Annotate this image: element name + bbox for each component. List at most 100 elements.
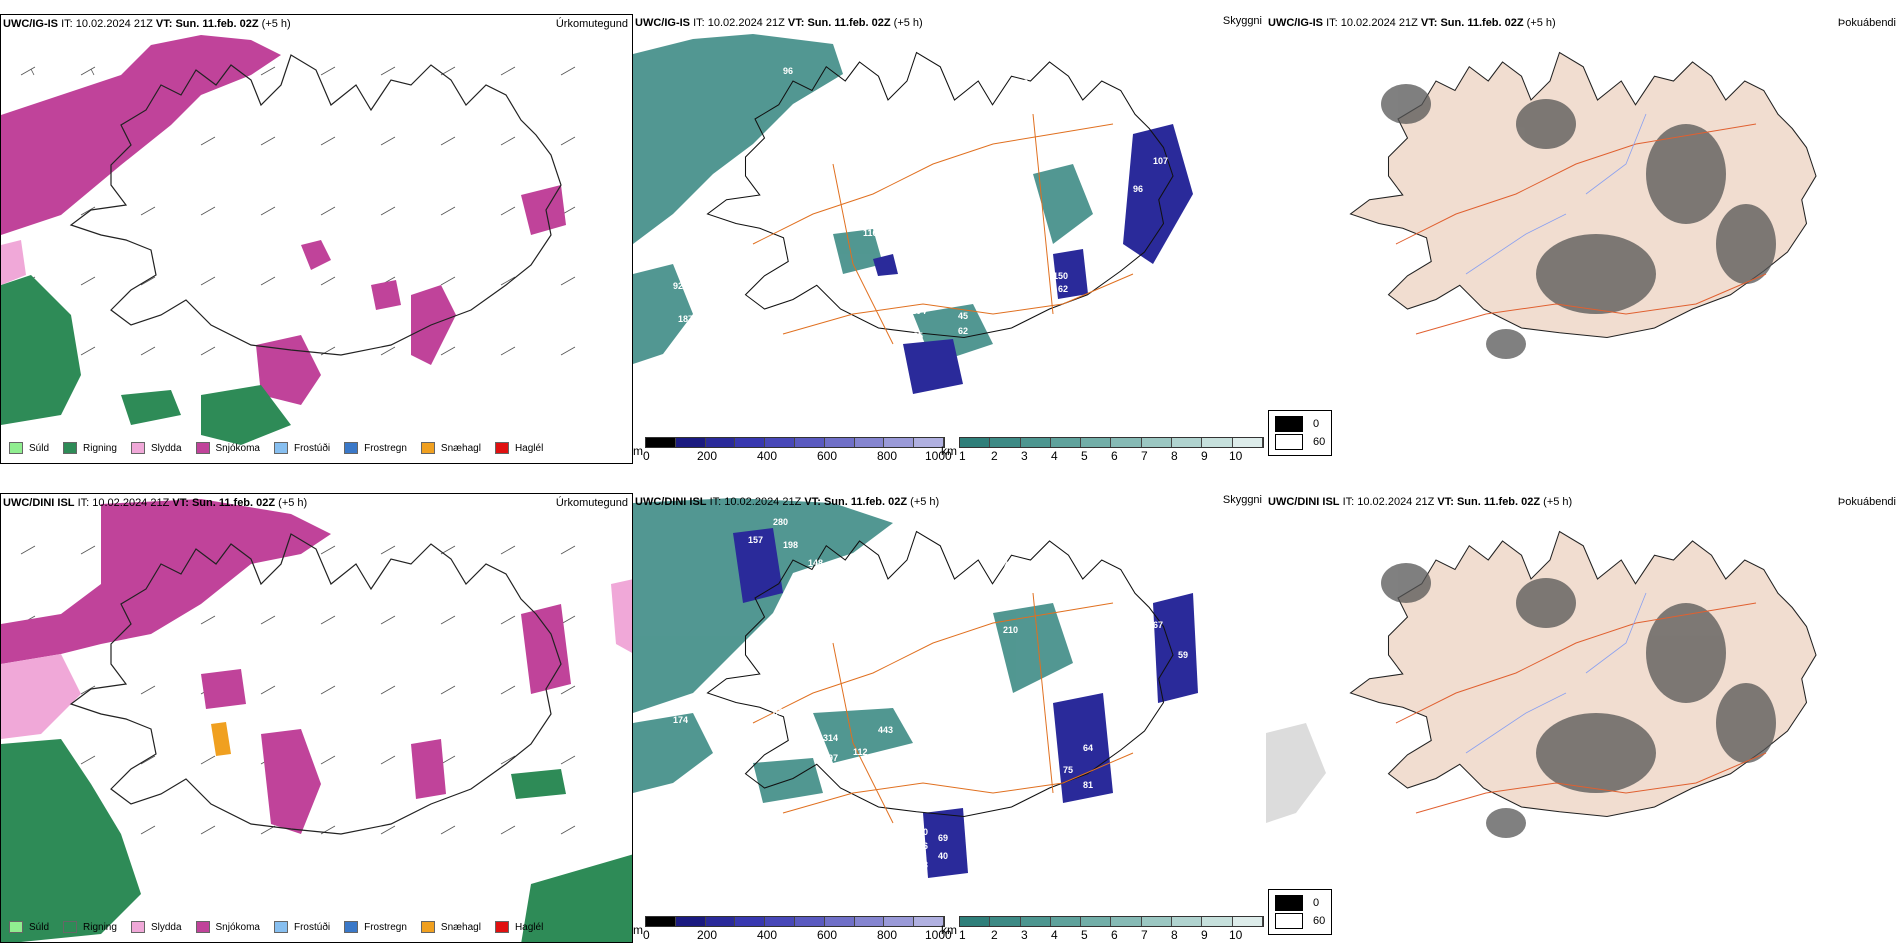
fog-areas (1381, 563, 1776, 838)
visibility-value-label: 96 (1133, 184, 1143, 194)
visibility-value-label: 64 (1083, 743, 1093, 753)
panel-header: UWC/IG-IS IT: 10.02.2024 21Z VT: Sun. 11… (3, 18, 291, 30)
km-tick: 8 (1171, 928, 1178, 942)
fog-legend: 0 60 (1268, 410, 1333, 456)
visibility-value-label: 165 (818, 617, 833, 627)
legend-item: Snæhagl (420, 442, 481, 454)
vis-km-colorbar: 1 2 3 4 5 6 7 8 9 10 (959, 916, 1264, 942)
visibility-value-label: 255 (821, 585, 836, 595)
panel-title: Skyggni (1222, 494, 1262, 506)
visibility-value-label: 133 (1028, 722, 1043, 732)
visibility-value-label: 103 (958, 296, 973, 306)
visibility-value-label: 59 (1178, 650, 1188, 660)
vis-km-colorbar: 1 2 3 4 5 6 7 8 9 10 (959, 437, 1264, 463)
panel-title: Skyggni (1222, 15, 1262, 27)
visibility-value-label: 45 (958, 311, 968, 321)
visibility-labels: 96 767 220 163 410 77 116 921 187 490 204 103 45 95 62… (673, 66, 1168, 341)
visibility-value-label: 55 (1173, 585, 1183, 595)
visibility-value-label: 72 (1073, 98, 1083, 108)
visibility-value-label: 156 (913, 841, 928, 851)
km-tick: 3 (1021, 928, 1028, 942)
visibility-value-label: 174 (673, 715, 688, 725)
visibility-value-label: 280 (773, 517, 788, 527)
fog-legend-black-value: 0 (1313, 897, 1320, 909)
rain-areas (1, 739, 632, 942)
km-tick: 10 (1229, 928, 1243, 942)
sleet-areas (1, 240, 26, 285)
visibility-value-label: 131 (823, 570, 838, 580)
visibility-value-label: 106 (1091, 244, 1106, 254)
km-tick: 7 (1141, 928, 1148, 942)
visibility-value-label: 157 (748, 535, 763, 545)
fog-indicator-map (1266, 14, 1900, 434)
vis-m-colorbar: 0 200 400 600 800 1000 (643, 916, 952, 942)
km-tick: 4 (1051, 928, 1058, 942)
rain-areas (1, 275, 291, 445)
fog-legend-black-value: 0 (1313, 418, 1320, 430)
visibility-value-label: 87 (998, 560, 1008, 570)
m-tick: 200 (697, 928, 718, 942)
visibility-value-label: 443 (878, 725, 893, 735)
visibility-value-label: 116 (863, 228, 878, 238)
visibility-value-label: 290 (913, 827, 928, 837)
m-colorbar-swatches (645, 437, 945, 448)
visibility-map: 96 767 220 163 410 77 116 921 187 490 204 103 45 95 62… (633, 14, 1266, 434)
road-network (1395, 123, 1767, 335)
vis-m-colorbar: 0 200 400 600 800 1000 (643, 437, 952, 463)
legend-item: Frostúði (273, 442, 330, 454)
legend-item: Slydda (130, 442, 182, 454)
precip-type-map (1, 494, 632, 942)
visibility-value-label: 767 (813, 91, 828, 101)
visibility-value-label: 103 (913, 860, 928, 870)
km-tick: 10 (1229, 449, 1243, 463)
visibility-value-label: 67 (1153, 620, 1163, 630)
visibility-value-label: 198 (783, 540, 798, 550)
km-tick: 2 (991, 928, 998, 942)
km-colorbar-swatches (959, 437, 1264, 448)
sleet-areas (1, 579, 632, 739)
visibility-value-label: 921 (673, 281, 688, 291)
panel-title: Þokuábendi (1837, 17, 1896, 29)
visibility-value-label: 62 (958, 326, 968, 336)
fog-legend-white-value: 60 (1313, 915, 1326, 927)
visibility-value-label: 204 (911, 306, 926, 316)
precip-legend: Súld Rigning Slydda Snjókoma Frostúði Fr… (1, 921, 549, 933)
panel-header: UWC/DINI ISL IT: 10.02.2024 21Z VT: Sun.… (1268, 496, 1573, 508)
visibility-value-label: 96 (783, 66, 793, 76)
precip-legend: Súld Rigning Slydda Snjókoma Frostúði Fr… (1, 442, 549, 454)
m-tick: 400 (757, 449, 778, 463)
rivers (1465, 113, 1647, 275)
m-colorbar-swatches (645, 916, 945, 927)
precip-type-map (1, 15, 632, 463)
legend-item: Frostúði (273, 921, 330, 933)
fog-indicator-map (1266, 493, 1900, 913)
visibility-value-label: 77 (1113, 231, 1123, 241)
visibility-value-label: 34 (1048, 837, 1058, 847)
m-unit-label: m (633, 444, 643, 458)
legend-item: Rigning (63, 921, 117, 933)
panel-precip-type-top: UWC/IG-IS IT: 10.02.2024 21Z VT: Sun. 11… (0, 14, 633, 464)
panel-header: UWC/DINI ISL IT: 10.02.2024 21Z VT: Sun.… (3, 497, 308, 509)
road-network (752, 113, 1134, 345)
panel-title: Úrkomutegund (555, 18, 628, 30)
visibility-value-label: 95 (913, 331, 923, 341)
m-tick: 0 (643, 449, 650, 463)
rivers (1465, 592, 1647, 754)
visibility-value-label: 39 (1013, 191, 1023, 201)
legend-item: Slydda (130, 921, 182, 933)
visibility-value-label: 139 (1073, 540, 1088, 550)
m-tick: 400 (757, 928, 778, 942)
km-tick: 7 (1141, 449, 1148, 463)
panel-title: Þokuábendi (1837, 496, 1896, 508)
road-network (752, 592, 1134, 824)
km-tick: 8 (1171, 449, 1178, 463)
snow-pellet-areas (211, 722, 231, 756)
legend-item: Haglél (494, 442, 543, 454)
visibility-value-label: 391 (728, 710, 743, 720)
snow-areas (1, 499, 571, 834)
visibility-value-label: 77 (701, 201, 711, 211)
visibility-value-label: 48 (1063, 685, 1073, 695)
km-tick: 5 (1081, 449, 1088, 463)
